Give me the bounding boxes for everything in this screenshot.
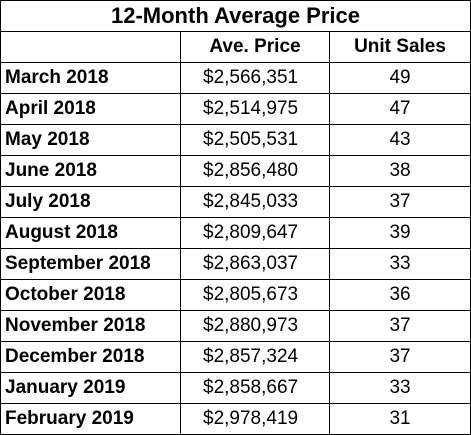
month-cell: July 2018 (0, 186, 181, 218)
table-row: July 2018 $2,845,033 37 (0, 186, 471, 218)
header-month-blank (0, 31, 181, 63)
table-row: May 2018 $2,505,531 43 (0, 124, 471, 156)
month-cell: October 2018 (0, 279, 181, 311)
table-row: January 2019 $2,858,667 33 (0, 372, 471, 404)
month-cell: September 2018 (0, 248, 181, 280)
table-row: October 2018 $2,805,673 36 (0, 279, 471, 311)
month-cell: June 2018 (0, 155, 181, 187)
sales-cell: 31 (328, 403, 471, 435)
price-cell: $2,863,037 (180, 248, 330, 280)
sales-cell: 49 (328, 62, 471, 94)
sales-cell: 37 (328, 341, 471, 373)
month-cell: May 2018 (0, 124, 181, 156)
price-cell: $2,880,973 (180, 310, 330, 342)
table-row: September 2018 $2,863,037 33 (0, 248, 471, 280)
table-row: August 2018 $2,809,647 39 (0, 217, 471, 249)
header-ave-price: Ave. Price (180, 31, 330, 63)
sales-cell: 39 (328, 217, 471, 249)
month-cell: January 2019 (0, 372, 181, 404)
price-cell: $2,514,975 (180, 93, 330, 125)
header-row: Ave. Price Unit Sales (0, 31, 471, 63)
sales-cell: 37 (328, 186, 471, 218)
price-cell: $2,978,419 (180, 403, 330, 435)
table-row: February 2019 $2,978,419 31 (0, 403, 471, 435)
price-cell: $2,856,480 (180, 155, 330, 187)
table-row: June 2018 $2,856,480 38 (0, 155, 471, 187)
price-cell: $2,845,033 (180, 186, 330, 218)
sales-cell: 37 (328, 310, 471, 342)
sales-cell: 33 (328, 372, 471, 404)
sales-cell: 36 (328, 279, 471, 311)
price-cell: $2,805,673 (180, 279, 330, 311)
sales-cell: 47 (328, 93, 471, 125)
month-cell: April 2018 (0, 93, 181, 125)
table-row: November 2018 $2,880,973 37 (0, 310, 471, 342)
price-cell: $2,809,647 (180, 217, 330, 249)
sales-cell: 38 (328, 155, 471, 187)
month-cell: March 2018 (0, 62, 181, 94)
sales-cell: 43 (328, 124, 471, 156)
title-row: 12-Month Average Price (0, 0, 471, 32)
table-row: April 2018 $2,514,975 47 (0, 93, 471, 125)
price-cell: $2,858,667 (180, 372, 330, 404)
sales-cell: 33 (328, 248, 471, 280)
month-cell: February 2019 (0, 403, 181, 435)
month-cell: August 2018 (0, 217, 181, 249)
header-unit-sales: Unit Sales (328, 31, 471, 63)
table-row: December 2018 $2,857,324 37 (0, 341, 471, 373)
table-title: 12-Month Average Price (0, 0, 471, 32)
table-row: March 2018 $2,566,351 49 (0, 62, 471, 94)
price-cell: $2,566,351 (180, 62, 330, 94)
price-cell: $2,505,531 (180, 124, 330, 156)
price-cell: $2,857,324 (180, 341, 330, 373)
month-cell: November 2018 (0, 310, 181, 342)
month-cell: December 2018 (0, 341, 181, 373)
